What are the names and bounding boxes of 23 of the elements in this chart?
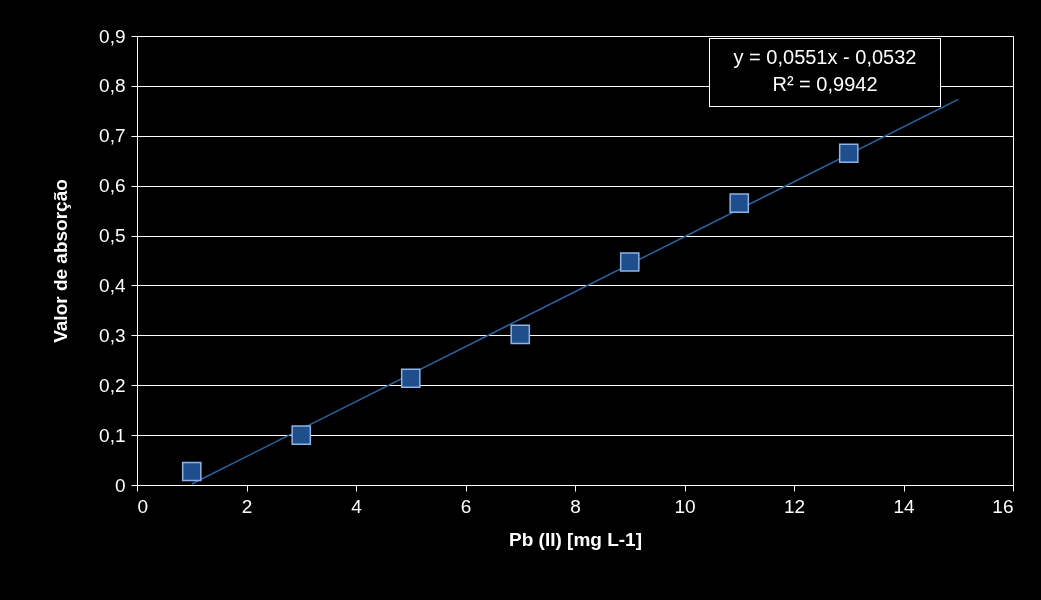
y-tick-label: 0,5 — [99, 225, 126, 247]
x-tick-label: 12 — [783, 495, 806, 517]
x-tick-label: 6 — [460, 495, 472, 517]
y-axis-title: Valor de absorção — [50, 179, 72, 343]
x-tick-label: 8 — [570, 495, 581, 517]
y-tick-label: 0 — [114, 474, 126, 496]
y-tick-label: 0,6 — [99, 175, 126, 197]
x-tick-label: 4 — [351, 495, 363, 517]
x-axis-title: Pb (II) [mg L-1] — [509, 528, 642, 550]
x-tick-label: 0 — [137, 495, 149, 517]
y-tick-label: 0,8 — [99, 75, 126, 97]
y-tick-label: 0,2 — [99, 374, 126, 396]
y-tick-label: 0,7 — [99, 125, 126, 147]
x-tick-label: 2 — [241, 495, 253, 517]
annotation: R² = 0,9942 — [771, 72, 879, 97]
x-tick-label: 10 — [674, 495, 696, 517]
y-tick-label: 0,9 — [99, 25, 126, 47]
y-tick-label: 0,3 — [99, 324, 126, 346]
annotation: y = 0,0551x - 0,0532 — [732, 45, 918, 70]
x-tick-label: 14 — [893, 495, 915, 517]
x-tick-label: 16 — [992, 495, 1014, 517]
y-tick-label: 0,4 — [99, 274, 126, 296]
y-tick-label: 0,1 — [99, 424, 126, 446]
